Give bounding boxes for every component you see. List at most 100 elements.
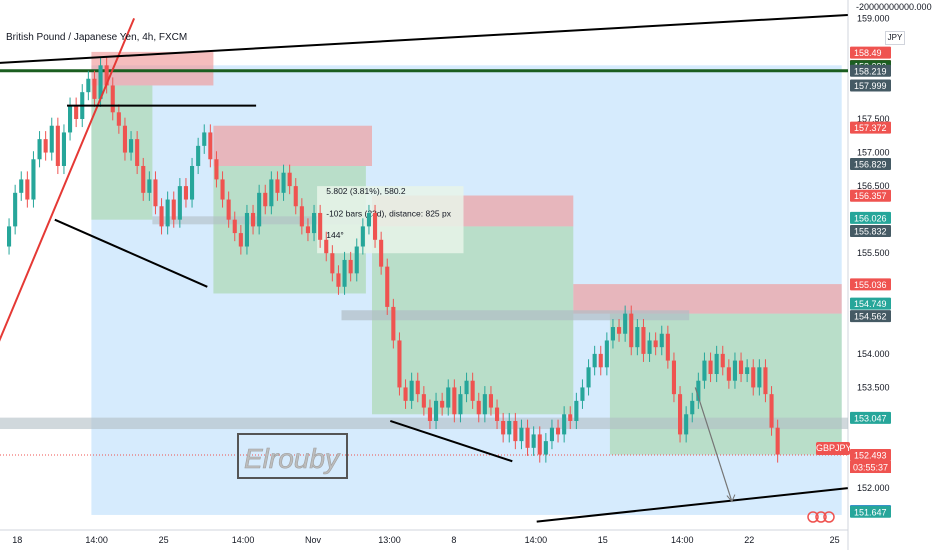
candle-body xyxy=(196,145,201,166)
candle-body xyxy=(671,360,676,395)
price-label-text: 155.832 xyxy=(854,226,887,236)
candle-body xyxy=(763,367,768,395)
price-label-text: 156.829 xyxy=(854,160,887,170)
candle-body xyxy=(299,206,304,227)
candle-body xyxy=(312,212,317,234)
price-label-bg xyxy=(850,278,891,291)
currency-badge[interactable]: JPY xyxy=(885,31,905,45)
candle-body xyxy=(739,360,744,375)
profit-box-0 xyxy=(91,85,153,220)
wedge-bottom xyxy=(54,218,208,288)
candle-body xyxy=(238,233,243,247)
time-tick-label: 18 xyxy=(12,535,22,545)
candle-body xyxy=(171,199,176,220)
candle-body xyxy=(488,394,493,408)
candle-body xyxy=(678,394,683,435)
candle-body xyxy=(391,306,396,341)
candle-body xyxy=(92,78,97,99)
candle-body xyxy=(177,186,182,220)
time-tick-label: 25 xyxy=(159,535,169,545)
candle-body xyxy=(556,427,561,435)
candle-body xyxy=(507,420,512,435)
event-icon-2 xyxy=(823,511,835,523)
price-tick-label: 152.000 xyxy=(857,483,890,493)
event-icon-1 xyxy=(815,511,827,523)
candle-body xyxy=(745,367,750,375)
price-label-text: 156.026 xyxy=(854,213,887,223)
candle-body xyxy=(293,186,298,207)
lower-channel xyxy=(536,487,848,523)
time-tick-label: 14:00 xyxy=(232,535,255,545)
candle-body xyxy=(427,407,432,421)
mid-zone xyxy=(341,310,690,321)
candle-body xyxy=(714,353,719,375)
candle-body xyxy=(696,380,701,401)
time-tick-label: 22 xyxy=(744,535,754,545)
candle-body xyxy=(665,333,670,361)
candle-body xyxy=(397,340,402,388)
watermark-frame xyxy=(237,433,348,479)
candle-body xyxy=(135,139,140,166)
candle-body xyxy=(7,226,12,247)
price-label-bg xyxy=(850,46,891,59)
price-label-bg xyxy=(850,79,891,92)
candle-body xyxy=(470,380,475,401)
candle-body xyxy=(74,105,79,120)
time-tick-label: 14:00 xyxy=(671,535,694,545)
candle-body xyxy=(159,206,164,227)
time-tick-label: 8 xyxy=(451,535,456,545)
candle-body xyxy=(513,420,518,442)
candle-body xyxy=(379,239,384,267)
candle-body xyxy=(98,65,103,99)
price-label-text: 158.49 xyxy=(854,48,882,58)
candle-body xyxy=(165,199,170,227)
candle-body xyxy=(342,259,347,287)
price-label-text: 151.647 xyxy=(854,507,887,517)
candle-body xyxy=(690,400,695,415)
countdown-bg xyxy=(850,461,891,474)
candle-body xyxy=(452,387,457,415)
time-tick-label: 14:00 xyxy=(85,535,108,545)
stop-box-3 xyxy=(573,284,842,314)
candle-body xyxy=(190,165,195,200)
price-label-text: 152.493 xyxy=(854,451,887,461)
candle-body xyxy=(543,441,548,455)
candle-body xyxy=(49,125,54,153)
time-tick-label: Nov xyxy=(305,535,322,545)
candle-body xyxy=(141,165,146,193)
candle-body xyxy=(629,313,634,348)
candle-body xyxy=(13,192,18,227)
candle-body xyxy=(336,273,341,287)
time-tick-label: 25 xyxy=(830,535,840,545)
candle-body xyxy=(757,367,762,388)
price-label-text: 155.036 xyxy=(854,280,887,290)
candle-body xyxy=(208,132,213,160)
candle-body xyxy=(244,212,249,247)
candle-body xyxy=(214,159,219,180)
candle-body xyxy=(525,427,530,448)
candle-body xyxy=(220,179,225,200)
candle-body xyxy=(769,394,774,428)
candle-body xyxy=(708,360,713,375)
candle-body xyxy=(562,414,567,435)
candle-body xyxy=(440,400,445,408)
price-label-bg xyxy=(850,158,891,171)
red-trendline xyxy=(0,17,136,342)
candle-body xyxy=(287,172,292,187)
candle-body xyxy=(598,353,603,368)
price-label-text: 156.357 xyxy=(854,191,887,201)
candle-body xyxy=(403,387,408,401)
candle-body xyxy=(330,253,335,274)
candle-body xyxy=(305,226,310,234)
candle-body xyxy=(446,387,451,408)
candle-body xyxy=(586,367,591,388)
candle-body xyxy=(519,427,524,442)
candle-body xyxy=(183,186,188,200)
candle-body xyxy=(775,427,780,455)
price-label-bg xyxy=(850,310,891,323)
candle-body xyxy=(202,132,207,146)
candle-body xyxy=(537,434,542,455)
candle-body xyxy=(702,360,707,381)
